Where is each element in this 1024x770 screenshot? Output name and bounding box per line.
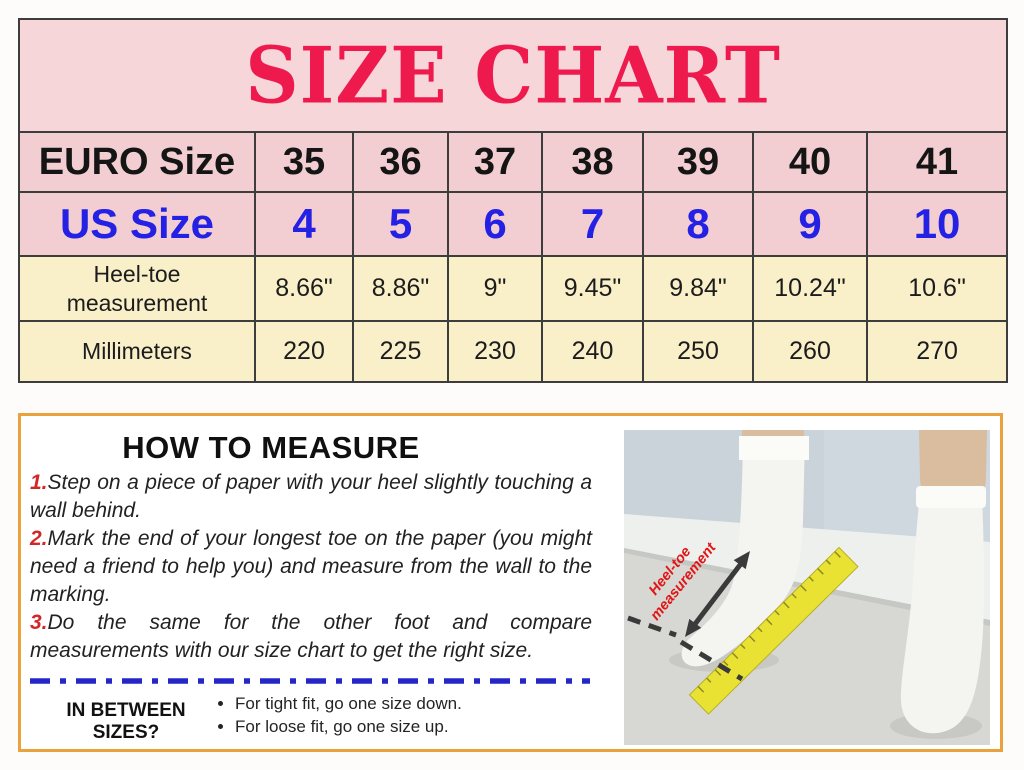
us-size-value: 9: [752, 191, 868, 257]
table-row-us-size: US Size 4 5 6 7 8 9 10: [18, 191, 1009, 257]
heel-toe-value: 8.86": [352, 255, 449, 322]
how-to-measure-panel: HOW TO MEASURE 1.Step on a piece of pape…: [18, 413, 1003, 752]
heel-toe-value: 10.24": [752, 255, 868, 322]
row-label-millimeters: Millimeters: [18, 320, 256, 383]
millimeters-value: 240: [541, 320, 644, 383]
step-text: Do the same for the other foot and compa…: [30, 611, 592, 662]
row-label-heel-toe: Heel-toe measurement: [18, 255, 256, 322]
step-number: 2.: [30, 527, 48, 550]
euro-size-value: 35: [254, 131, 354, 193]
step-text: Mark the end of your longest toe on the …: [30, 527, 592, 606]
dashed-wall-line: [627, 615, 677, 638]
heel-toe-value: 9": [447, 255, 543, 322]
how-to-measure-title: HOW TO MEASURE: [122, 430, 420, 465]
row-label-us-size: US Size: [18, 191, 256, 257]
measure-steps: 1.Step on a piece of paper with your hee…: [30, 469, 592, 665]
dashed-heel-line: [679, 639, 744, 682]
table-title-row: SIZE CHART: [17, 18, 1009, 133]
baseboard: [624, 514, 990, 620]
table-row-heel-toe: Heel-toe measurement 8.66" 8.86" 9" 9.45…: [18, 255, 1009, 322]
left-sock: [681, 430, 809, 667]
fit-tip-tight: For tight fit, go one size down.: [235, 692, 462, 715]
us-size-value: 6: [447, 191, 543, 257]
us-size-value: 7: [541, 191, 644, 257]
euro-size-value: 38: [541, 131, 644, 193]
us-size-value: 8: [642, 191, 754, 257]
measurement-photo-scene: [624, 430, 990, 745]
table-row-euro-size: EURO Size 35 36 37 38 39 40 41: [18, 131, 1009, 193]
euro-size-value: 39: [642, 131, 754, 193]
heel-toe-value: 9.84": [642, 255, 754, 322]
us-size-value: 5: [352, 191, 449, 257]
step-text: Step on a piece of paper with your heel …: [30, 471, 592, 522]
title-cell: SIZE CHART: [17, 18, 1009, 133]
dash-dot-divider: [30, 678, 590, 684]
measure-step-2: 2.Mark the end of your longest toe on th…: [30, 525, 592, 609]
row-label-euro-size: EURO Size: [18, 131, 256, 193]
step-number: 3.: [30, 611, 48, 634]
millimeters-value: 250: [642, 320, 754, 383]
heel-toe-arrow: [685, 551, 750, 637]
heel-toe-value: 9.45": [541, 255, 644, 322]
millimeters-value: 220: [254, 320, 354, 383]
measurement-photo: Heel-toe measurement: [624, 430, 990, 745]
millimeters-value: 270: [865, 320, 1009, 383]
us-size-value: 4: [254, 191, 354, 257]
ruler: [688, 546, 859, 715]
euro-size-value: 40: [752, 131, 868, 193]
measure-step-1: 1.Step on a piece of paper with your hee…: [30, 469, 592, 525]
fit-tip-loose: For loose fit, go one size up.: [235, 715, 462, 738]
right-sock: [900, 430, 987, 734]
euro-size-value: 37: [447, 131, 543, 193]
millimeters-value: 230: [447, 320, 543, 383]
heel-toe-value: 8.66": [254, 255, 354, 322]
step-number: 1.: [30, 471, 48, 494]
size-table: SIZE CHART EURO Size 35 36 37 38 39 40 4…: [17, 18, 1009, 383]
fit-tips-list: For tight fit, go one size down. For loo…: [217, 692, 462, 738]
table-row-millimeters: Millimeters 220 225 230 240 250 260 270: [18, 320, 1009, 383]
in-between-sizes-label: IN BETWEEN SIZES?: [66, 700, 186, 743]
measure-step-3: 3.Do the same for the other foot and com…: [30, 609, 592, 665]
us-size-value: 10: [865, 191, 1009, 257]
millimeters-value: 225: [352, 320, 449, 383]
millimeters-value: 260: [752, 320, 868, 383]
euro-size-value: 41: [865, 131, 1009, 193]
page-title: SIZE CHART: [245, 30, 781, 121]
heel-toe-value: 10.6": [865, 255, 1009, 322]
euro-size-value: 36: [352, 131, 449, 193]
